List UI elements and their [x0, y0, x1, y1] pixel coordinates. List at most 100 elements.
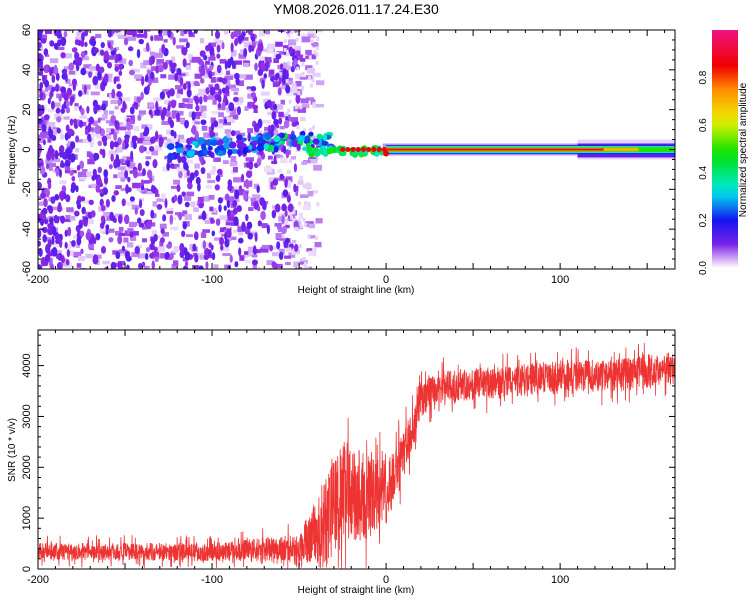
heatmap-cell — [279, 125, 285, 130]
heatmap-cell — [171, 216, 177, 221]
heatmap-cell — [131, 135, 138, 141]
heatmap-cell — [135, 76, 144, 81]
heatmap-cell — [226, 117, 235, 124]
heatmap-cell — [169, 88, 175, 97]
heatmap-cell — [296, 50, 301, 56]
heatmap-cell — [253, 130, 263, 135]
heatmap-cell — [170, 99, 177, 109]
heatmap-cell — [312, 138, 320, 145]
heatmap-cell — [261, 223, 268, 229]
heatmap-cell — [72, 234, 80, 239]
heatmap-cell — [197, 151, 203, 157]
heatmap-cell — [38, 264, 43, 269]
heatmap-cell — [214, 83, 220, 91]
heatmap-cell — [285, 69, 289, 80]
heatmap-cell — [80, 51, 86, 58]
heatmap-cell — [284, 210, 288, 217]
heatmap-cell — [51, 246, 58, 257]
heatmap-cell — [101, 103, 107, 111]
heatmap-cell — [107, 41, 112, 49]
heatmap-cell — [207, 172, 212, 179]
heatmap-cell — [190, 201, 196, 208]
heatmap-cell — [293, 220, 299, 229]
heatmap-cell — [316, 80, 325, 86]
heatmap-cell — [174, 72, 179, 82]
heatmap-cell — [68, 70, 75, 75]
heatmap-cell — [71, 240, 76, 247]
heatmap-cell — [214, 184, 220, 191]
heatmap-cell — [173, 246, 179, 250]
heatmap-cell — [102, 260, 111, 265]
heatmap-cell — [38, 53, 43, 61]
heatmap-cell — [185, 144, 193, 150]
heatmap-cell — [94, 268, 97, 269]
heatmap-cell — [198, 96, 203, 105]
heatmap-cell — [215, 30, 219, 32]
heatmap-cell — [186, 191, 195, 197]
heatmap-cell — [113, 76, 117, 85]
heatmap-cell — [360, 147, 366, 152]
heatmap-cell — [129, 196, 135, 202]
heatmap-cell — [195, 114, 201, 120]
heatmap-cell — [120, 187, 126, 192]
heatmap-cell — [64, 241, 68, 249]
heatmap-cell — [261, 200, 267, 211]
spectrogram-y-tick-label: -60 — [21, 261, 33, 277]
heatmap-cell — [76, 199, 81, 205]
heatmap-cell — [208, 126, 214, 133]
heatmap-cell — [156, 59, 164, 65]
heatmap-cell — [63, 66, 73, 71]
heatmap-cell — [125, 264, 130, 269]
heatmap-cell — [145, 160, 150, 167]
heatmap-cell — [71, 170, 77, 174]
heatmap-cell — [47, 108, 54, 113]
heatmap-cell — [271, 111, 277, 120]
heatmap-cell — [200, 67, 206, 77]
heatmap-cell — [152, 158, 158, 169]
heatmap-cell — [247, 101, 255, 108]
heatmap-cell — [296, 31, 300, 36]
heatmap-cell — [243, 62, 250, 68]
heatmap-cell — [267, 155, 273, 160]
heatmap-cell — [296, 143, 301, 151]
heatmap-cell — [268, 73, 275, 78]
heatmap-cell — [50, 196, 56, 204]
heatmap-cell — [81, 199, 90, 204]
heatmap-cell — [272, 81, 280, 88]
heatmap-cell — [311, 190, 318, 194]
heatmap-cell — [156, 204, 163, 210]
spectrogram-y-tick-label: 20 — [21, 104, 33, 116]
heatmap-cell — [234, 72, 240, 80]
heatmap-cell — [53, 214, 59, 224]
heatmap-cell — [290, 66, 295, 73]
heatmap-cell — [181, 191, 186, 197]
heatmap-cell — [75, 139, 83, 143]
heatmap-cell — [252, 104, 259, 110]
heatmap-cell — [221, 101, 226, 111]
heatmap-cell — [308, 55, 312, 60]
heatmap-cell — [141, 220, 148, 225]
heatmap-cell — [122, 97, 131, 102]
heatmap-cell — [214, 147, 220, 153]
heatmap-cell — [47, 122, 56, 128]
heatmap-cell — [40, 37, 47, 44]
heatmap-cell — [56, 261, 63, 269]
heatmap-cell — [315, 46, 319, 51]
heatmap-cell — [61, 72, 67, 80]
heatmap-cell — [146, 270, 152, 275]
heatmap-cell — [126, 115, 135, 121]
heatmap-cell — [231, 107, 241, 111]
heatmap-cell — [105, 73, 113, 78]
heatmap-cell — [96, 133, 105, 139]
heatmap-cell — [100, 215, 105, 223]
heatmap-cell — [64, 30, 72, 32]
heatmap-cell — [67, 128, 74, 136]
spectrogram-x-tick-label: -100 — [201, 274, 223, 286]
heatmap-cell — [139, 132, 144, 139]
heatmap-cell — [217, 197, 223, 204]
heatmap-cell — [79, 160, 85, 170]
heatmap-cell — [256, 23, 261, 30]
heatmap-cell — [105, 224, 110, 231]
heatmap-cell — [256, 185, 260, 194]
heatmap-cell — [79, 115, 87, 119]
